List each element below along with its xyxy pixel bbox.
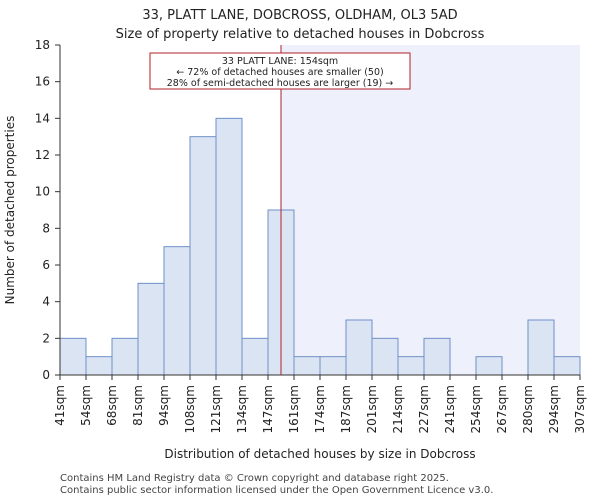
- x-tick-label: 201sqm: [365, 385, 379, 433]
- histogram-bar: [371, 337, 399, 376]
- histogram-bar: [137, 282, 165, 376]
- x-tick-label: 147sqm: [261, 385, 275, 433]
- histogram-bar: [345, 319, 373, 376]
- x-tick-label: 294sqm: [547, 385, 561, 433]
- y-tick-label: 6: [42, 258, 50, 272]
- histogram-bar: [293, 356, 321, 376]
- histogram-bar: [553, 356, 581, 376]
- histogram-bar: [397, 356, 425, 376]
- x-tick-label: 94sqm: [157, 385, 171, 426]
- histogram-bar: [215, 117, 243, 376]
- x-tick-label: 214sqm: [391, 385, 405, 433]
- chart-title-line2: Size of property relative to detached ho…: [115, 27, 485, 42]
- annotation-line-3: 28% of semi-detached houses are larger (…: [167, 78, 394, 89]
- histogram-bar: [59, 337, 87, 376]
- footer-licence: Contains public sector information licen…: [60, 485, 494, 496]
- y-tick-label: 10: [35, 185, 50, 199]
- y-axis-title: Number of detached properties: [3, 116, 17, 305]
- x-tick-label: 267sqm: [495, 385, 509, 433]
- y-tick-label: 18: [35, 38, 50, 52]
- histogram-bar: [189, 136, 217, 376]
- histogram-bar: [527, 319, 555, 376]
- y-tick-label: 12: [35, 148, 50, 162]
- y-tick-label: 2: [42, 331, 50, 345]
- histogram-bar: [475, 356, 503, 376]
- x-tick-label: 174sqm: [313, 385, 327, 433]
- x-tick-label: 187sqm: [339, 385, 353, 433]
- histogram-bar: [423, 337, 451, 376]
- annotation-line-2: ← 72% of detached houses are smaller (50…: [176, 67, 383, 78]
- histogram-bar: [241, 337, 269, 376]
- x-tick-label: 307sqm: [573, 385, 587, 433]
- x-tick-label: 121sqm: [209, 385, 223, 433]
- y-tick-label: 14: [35, 111, 50, 125]
- histogram-bar: [319, 356, 347, 376]
- x-axis-title: Distribution of detached houses by size …: [164, 447, 475, 461]
- x-tick-label: 161sqm: [287, 385, 301, 433]
- x-tick-label: 108sqm: [183, 385, 197, 433]
- annotation-box: [149, 52, 411, 90]
- y-tick-label: 16: [35, 75, 50, 89]
- chart-title-line1: 33, PLATT LANE, DOBCROSS, OLDHAM, OL3 5A…: [142, 8, 458, 23]
- x-tick-label: 68sqm: [105, 385, 119, 426]
- histogram-bar: [85, 356, 113, 376]
- x-tick-label: 134sqm: [235, 385, 249, 433]
- footer-copyright: Contains HM Land Registry data © Crown c…: [60, 473, 449, 484]
- x-tick-label: 227sqm: [417, 385, 431, 433]
- x-tick-label: 241sqm: [443, 385, 457, 433]
- x-tick-label: 54sqm: [79, 385, 93, 426]
- x-tick-label: 254sqm: [469, 385, 483, 433]
- annotation-line-1: 33 PLATT LANE: 154sqm: [222, 56, 338, 67]
- y-tick-label: 8: [42, 221, 50, 235]
- y-tick-label: 4: [42, 295, 50, 309]
- y-tick-label: 0: [42, 368, 50, 382]
- histogram-bar: [111, 337, 139, 376]
- histogram-bar: [163, 246, 191, 376]
- x-tick-label: 280sqm: [521, 385, 535, 433]
- x-tick-label: 81sqm: [131, 385, 145, 426]
- x-tick-label: 41sqm: [53, 385, 67, 426]
